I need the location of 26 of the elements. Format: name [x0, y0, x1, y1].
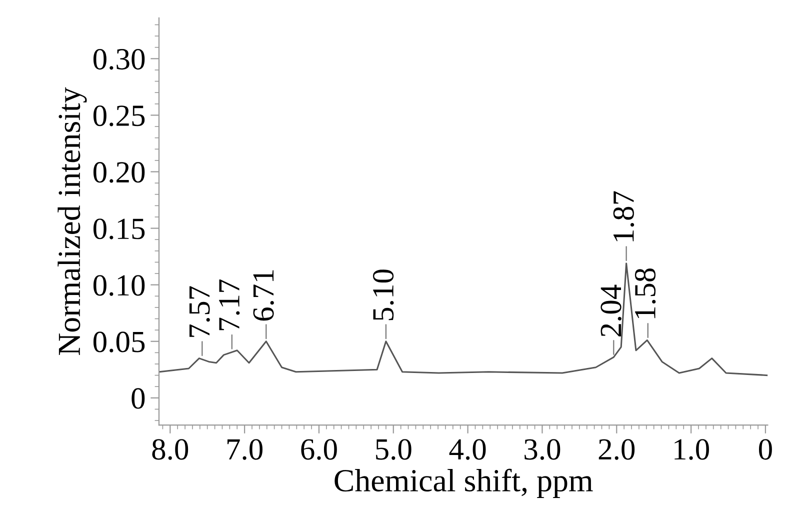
y-tick-label: 0 [132, 388, 145, 409]
x-tick-label: 3.0 [524, 439, 560, 460]
y-tick-label: 0.05 [93, 332, 145, 352]
x-tick-label: 8.0 [152, 439, 188, 460]
line-series [158, 262, 768, 376]
x-tick-label: 1.0 [674, 439, 709, 460]
x-axis-title: Chemical shift, ppm [334, 468, 593, 498]
y-tick-label: 0.10 [93, 275, 145, 296]
annotation: 5.10 [372, 270, 394, 320]
annotation: 1.58 [634, 268, 656, 318]
annotation: 2.04 [600, 284, 622, 336]
y-tick-label: 0.15 [93, 218, 145, 240]
x-tick-label: 4.0 [449, 439, 486, 460]
x-tick-label: 6.0 [301, 439, 337, 460]
y-tick-label: 0.25 [93, 105, 145, 126]
y-tick-label: 0.30 [93, 48, 145, 70]
annotation: 7.57 [189, 286, 210, 337]
x-tick-label: 7.0 [227, 439, 262, 460]
y-tick-label: 0.20 [93, 162, 145, 183]
annotation: 1.87 [613, 191, 634, 242]
x-tick-label: 2.0 [598, 439, 635, 460]
annotation: 7.17 [219, 280, 240, 330]
annotation: 6.71 [253, 270, 274, 321]
x-tick-label: 5.0 [376, 439, 412, 460]
x-tick-label: 0 [758, 439, 772, 460]
y-axis-title: Normalized intensity [58, 87, 87, 355]
